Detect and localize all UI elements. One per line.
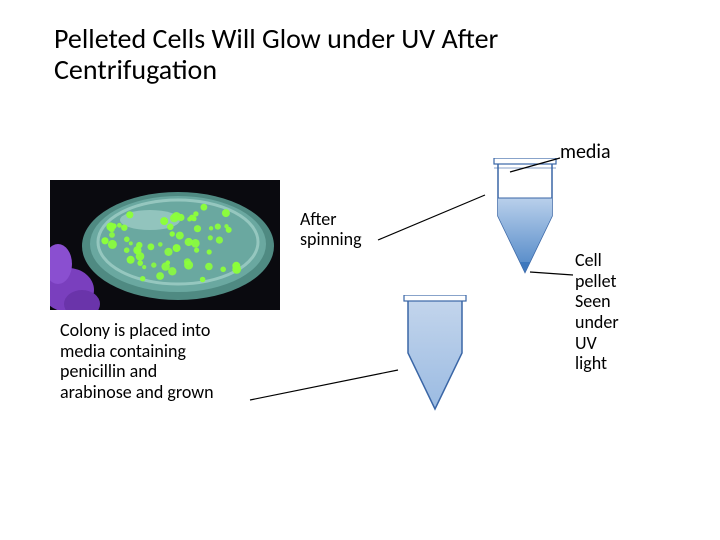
label-cell-pellet: Cell pellet Seen under UV light (575, 250, 645, 374)
label-line: UV (575, 333, 645, 354)
tube-after-spin (490, 158, 560, 278)
tube-before-spin (400, 295, 470, 415)
arrow-spin-to-after (378, 195, 485, 240)
label-line: media containing (60, 341, 280, 362)
label-line: Cell (575, 250, 645, 271)
label-line: Colony is placed into (60, 320, 280, 341)
label-line: pellet (575, 271, 645, 292)
petri-dish-photo (50, 180, 280, 310)
label-colony-caption: Colony is placed into media containing p… (60, 320, 280, 403)
label-media: media (560, 140, 611, 164)
label-line: Seen (575, 291, 645, 312)
label-line: light (575, 353, 645, 374)
label-line: under (575, 312, 645, 333)
label-line: penicillin and (60, 361, 280, 382)
label-after-spinning: After spinning (300, 210, 390, 250)
label-line: arabinose and grown (60, 382, 280, 403)
label-line: spinning (300, 230, 390, 250)
label-line: After (300, 210, 390, 230)
page-title: Pelleted Cells Will Glow under UV After … (54, 24, 594, 86)
